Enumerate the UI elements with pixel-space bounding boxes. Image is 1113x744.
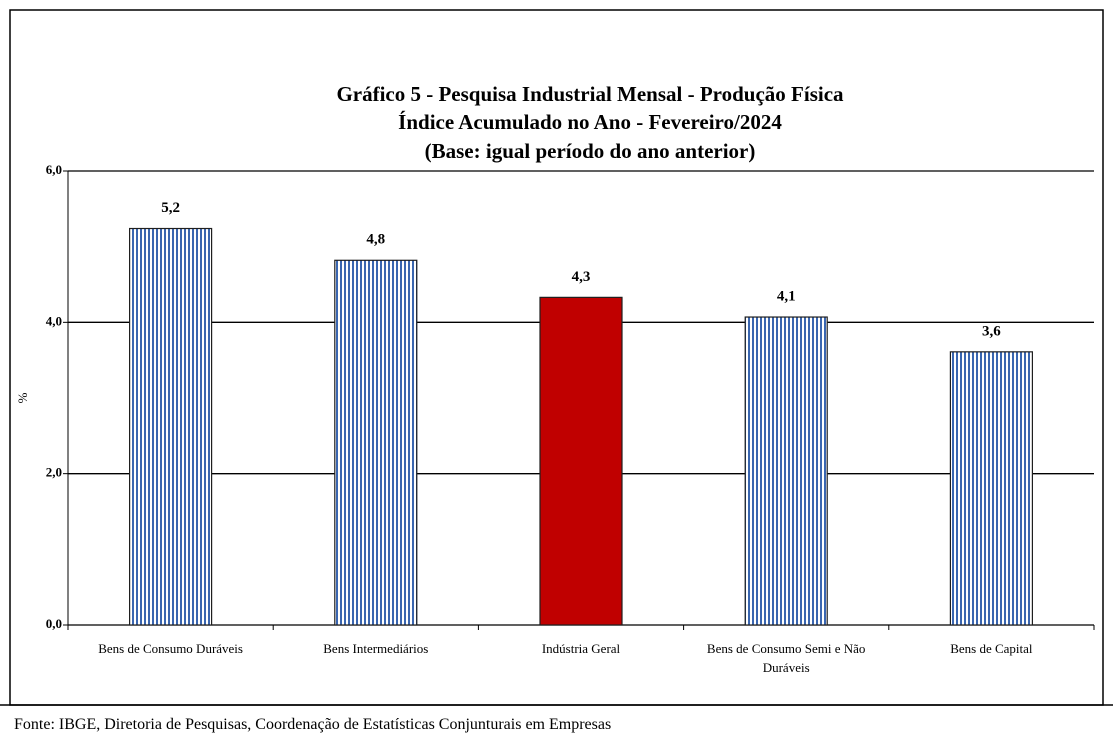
value-label: 4,8 bbox=[366, 232, 385, 248]
chart-title: Gráfico 5 - Pesquisa Industrial Mensal -… bbox=[336, 82, 844, 106]
y-tick-label: 6,0 bbox=[46, 162, 62, 177]
value-label: 4,1 bbox=[777, 288, 796, 304]
y-tick-label: 2,0 bbox=[46, 465, 62, 480]
x-tick-label: Bens de Capital bbox=[950, 641, 1033, 656]
y-tick-label: 0,0 bbox=[46, 616, 62, 631]
x-tick-label: Indústria Geral bbox=[541, 641, 621, 656]
bar bbox=[949, 351, 1034, 626]
bar bbox=[129, 227, 213, 626]
x-tick-label: Bens de Consumo Semi e Não Duráveis bbox=[706, 641, 866, 675]
value-label: 4,3 bbox=[572, 269, 591, 285]
value-label: 3,6 bbox=[982, 323, 1001, 339]
value-label: 5,2 bbox=[161, 200, 180, 216]
chart-title: Índice Acumulado no Ano - Fevereiro/2024 bbox=[398, 110, 782, 134]
bar bbox=[744, 316, 828, 626]
bar bbox=[539, 296, 623, 626]
x-tick-label: Bens de Consumo Duráveis bbox=[98, 641, 243, 656]
chart-title: (Base: igual período do ano anterior) bbox=[425, 139, 756, 163]
source-note: Fonte: IBGE, Diretoria de Pesquisas, Coo… bbox=[14, 716, 612, 733]
y-tick-label: 4,0 bbox=[46, 313, 62, 328]
x-tick-label: Bens Intermediários bbox=[323, 641, 429, 656]
y-axis-label: % bbox=[15, 392, 30, 403]
bar bbox=[334, 259, 418, 626]
